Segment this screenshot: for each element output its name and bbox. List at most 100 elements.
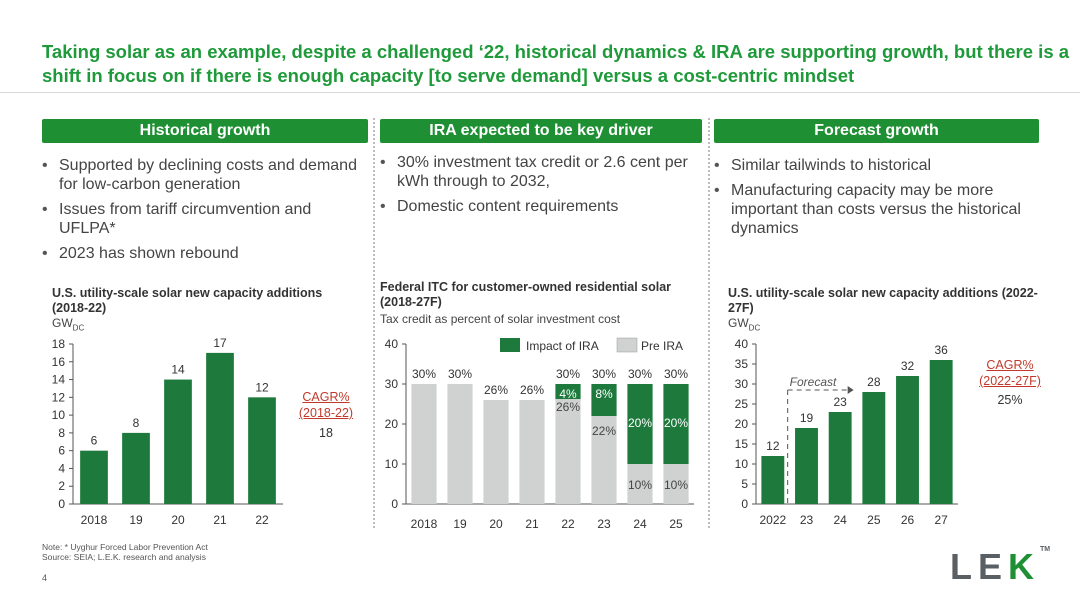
y-tick-label: 30 — [385, 377, 399, 391]
x-tick-label: 25 — [867, 513, 881, 527]
ira-bullets: 30% investment tax credit or 2.6 cent pe… — [380, 153, 700, 222]
bar-value-label: 19 — [800, 411, 814, 425]
y-tick-label: 15 — [735, 437, 749, 451]
bar-value-label: 12 — [766, 439, 780, 453]
x-tick-label: 23 — [800, 513, 814, 527]
trademark: TM — [1040, 546, 1051, 553]
bar-value-label: 14 — [171, 363, 185, 377]
bullet: Manufacturing capacity may be more impor… — [714, 181, 1039, 238]
total-value-label: 30% — [592, 367, 616, 381]
y-tick-label: 0 — [58, 497, 65, 511]
y-tick-label: 0 — [391, 497, 398, 511]
bar — [122, 432, 150, 504]
y-tick-label: 10 — [735, 457, 749, 471]
bar-value-label: 36 — [934, 343, 948, 357]
chart2-subtitle: Tax credit as percent of solar investmen… — [380, 312, 621, 326]
historical-growth-header: Historical growth — [42, 119, 368, 143]
pre-ira-value-label: 10% — [628, 478, 652, 492]
bar-value-label: 17 — [213, 336, 227, 350]
note-text: Note: * Uyghur Forced Labor Prevention A… — [42, 542, 208, 552]
chart1-title: U.S. utility-scale solar new capacity ad… — [52, 286, 323, 315]
y-tick-label: 20 — [735, 417, 749, 431]
bar — [828, 412, 852, 504]
x-tick-label: 24 — [633, 517, 647, 531]
chart3-cagr-value: 25% — [997, 393, 1023, 407]
x-tick-label: 22 — [255, 513, 269, 527]
x-tick-label: 24 — [833, 513, 847, 527]
cagr-label: CAGR% — [302, 390, 350, 404]
bar — [206, 352, 234, 504]
x-tick-label: 19 — [129, 513, 143, 527]
legend-swatch-ira — [500, 338, 520, 352]
chart1-cagr-value: 18 — [319, 426, 333, 440]
x-tick-label: 27 — [934, 513, 948, 527]
bullet: Similar tailwinds to historical — [714, 156, 1039, 175]
y-tick-label: 35 — [735, 357, 749, 371]
chart3-title: U.S. utility-scale solar new capacity ad… — [728, 286, 1038, 315]
y-tick-label: 40 — [385, 337, 399, 351]
ira-value-label: 4% — [559, 387, 577, 401]
y-tick-label: 5 — [741, 477, 748, 491]
bar-value-label: 6 — [91, 434, 98, 448]
bar-value-label: 12 — [255, 380, 269, 394]
y-tick-label: 10 — [385, 457, 399, 471]
y-tick-label: 40 — [735, 337, 749, 351]
ira-label-box — [559, 386, 577, 402]
bar-segment-pre-ira — [483, 400, 509, 504]
y-tick-label: 16 — [52, 355, 66, 369]
forecast-growth-header: Forecast growth — [714, 119, 1039, 143]
bullet: Domestic content requirements — [380, 197, 700, 216]
y-tick-label: 25 — [735, 397, 749, 411]
x-tick-label: 25 — [669, 517, 683, 531]
x-tick-label: 20 — [489, 517, 503, 531]
legend-label-pre-ira: Pre IRA — [641, 339, 683, 353]
pre-ira-value-label: 10% — [664, 478, 688, 492]
bar — [164, 379, 192, 504]
title-divider — [0, 92, 1080, 93]
pre-ira-label-box — [555, 399, 581, 415]
y-tick-label: 2 — [58, 479, 65, 493]
x-tick-label: 21 — [525, 517, 539, 531]
y-tick-label: 20 — [385, 417, 399, 431]
bar — [795, 428, 818, 504]
page-number: 4 — [42, 573, 48, 583]
legend-swatch-pre-ira — [616, 337, 638, 353]
page-title: Taking solar as an example, despite a ch… — [42, 41, 1070, 86]
total-value-label: 30% — [412, 367, 436, 381]
total-value-label: 30% — [664, 367, 688, 381]
x-tick-label: 2018 — [81, 513, 108, 527]
x-tick-label: 20 — [171, 513, 185, 527]
bar-value-label: 28 — [867, 375, 881, 389]
pre-ira-label-box — [591, 423, 617, 439]
bar — [248, 397, 276, 504]
bar-segment-pre-ira — [555, 400, 581, 504]
total-value-label: 30% — [628, 367, 652, 381]
ira-label-box — [663, 415, 689, 431]
legend-label-ira: Impact of IRA — [526, 339, 599, 353]
bullet: Supported by declining costs and demand … — [42, 156, 362, 194]
pre-ira-label-box — [663, 477, 689, 493]
bar-value-label: 23 — [833, 395, 847, 409]
x-tick-label: 19 — [453, 517, 467, 531]
x-tick-label: 21 — [213, 513, 227, 527]
bar — [761, 456, 785, 504]
bar — [896, 376, 919, 504]
pre-ira-value-label: 22% — [592, 424, 616, 438]
cagr-label: CAGR% — [986, 358, 1034, 372]
y-tick-label: 0 — [741, 497, 748, 511]
historical-bullets: Supported by declining costs and demand … — [42, 156, 362, 269]
bullet: 2023 has shown rebound — [42, 244, 362, 263]
chart2-title: Federal ITC for customer-owned residenti… — [380, 280, 672, 309]
chart1-cagr: CAGR% (2018-22) — [292, 389, 360, 421]
forecast-annotation: Forecast — [790, 375, 837, 389]
bar-segment-pre-ira — [519, 400, 545, 504]
bullet: 30% investment tax credit or 2.6 cent pe… — [380, 153, 700, 191]
forecast-bullets: Similar tailwinds to historical Manufact… — [714, 156, 1039, 244]
pre-ira-value-label: 26% — [556, 400, 580, 414]
total-value-label: 30% — [556, 367, 580, 381]
bar — [80, 450, 108, 504]
bar-segment-pre-ira — [447, 384, 473, 504]
cagr-period: (2022-27F) — [979, 374, 1041, 388]
ira-value-label: 20% — [628, 416, 652, 430]
ira-value-label: 20% — [664, 416, 688, 430]
